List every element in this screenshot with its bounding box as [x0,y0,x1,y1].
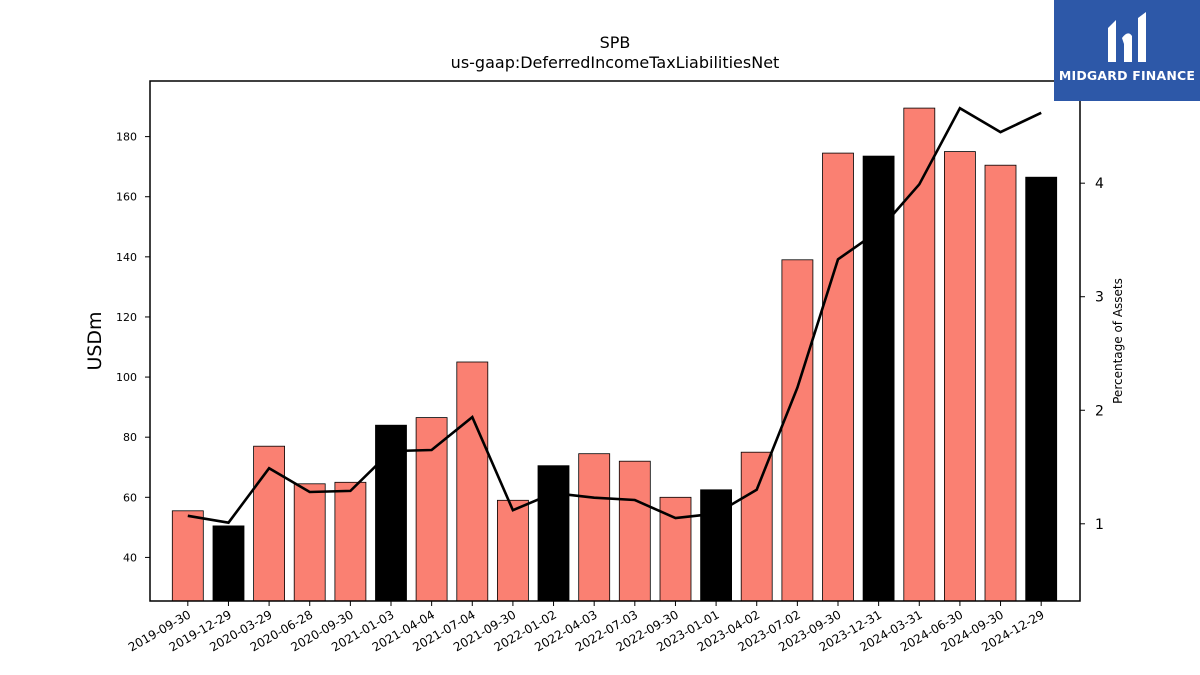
bar-2023-09-30 [822,152,854,602]
bars-group [171,107,1058,602]
y-tick-label: 180 [116,131,137,144]
bar-2024-03-31 [903,107,936,602]
bar-2020-09-30 [334,481,367,602]
y-axis-right: 1 2 3 4 [1080,176,1104,533]
bar-2024-06-30 [944,151,976,602]
brand-name: MIDGARD FINANCE [1058,68,1196,83]
y-tick-label: 160 [116,191,137,204]
bar-2021-09-30 [496,499,529,602]
bar-2022-01-02 [537,465,570,602]
bar-2020-03-29 [253,445,286,602]
y-axis-label: USDm [84,311,106,370]
bar-2024-09-30 [984,164,1017,602]
bar-2023-04-02 [740,451,773,602]
bar-2023-12-31 [862,155,895,602]
bar-2022-07-03 [618,460,651,602]
y-tick-label: 140 [116,251,137,264]
plot-frame [149,80,1081,602]
x-axis: 2019-09-302019-12-292020-03-292020-06-28… [126,601,1047,654]
y2-axis-label: Percentage of Assets [1111,278,1125,404]
y2-tick-label: 3 [1095,290,1104,306]
bar-2020-06-28 [293,483,326,602]
y2-tick-label: 1 [1095,517,1104,533]
percentage-line [187,106,1042,525]
chart-title: SPB [600,33,631,52]
bar-2024-12-29 [1025,176,1058,602]
bar-2021-04-04 [415,417,448,602]
y2-tick-label: 4 [1095,176,1104,192]
bar-2019-12-29 [212,525,245,602]
y-tick-label: 80 [123,431,137,444]
line-group [187,106,1042,525]
bar-2023-07-02 [781,259,814,602]
y2-tick-label: 2 [1095,403,1104,419]
y-tick-label: 100 [116,371,137,384]
y-axis-left: 40 60 80 100 120 140 160 180 [116,131,150,564]
midgard-logo-icon [1108,12,1146,62]
brand-logo: MIDGARD FINANCE [1054,0,1200,101]
y-tick-label: 60 [123,491,137,504]
bar-2021-01-03 [375,424,407,602]
bar-2019-09-30 [171,510,204,602]
y-tick-label: 40 [123,551,137,564]
y-tick-label: 120 [116,311,137,324]
bar-2022-04-03 [578,453,611,602]
bar-2021-07-04 [456,361,489,602]
chart-subtitle: us-gaap:DeferredIncomeTaxLiabilitiesNet [451,53,780,72]
